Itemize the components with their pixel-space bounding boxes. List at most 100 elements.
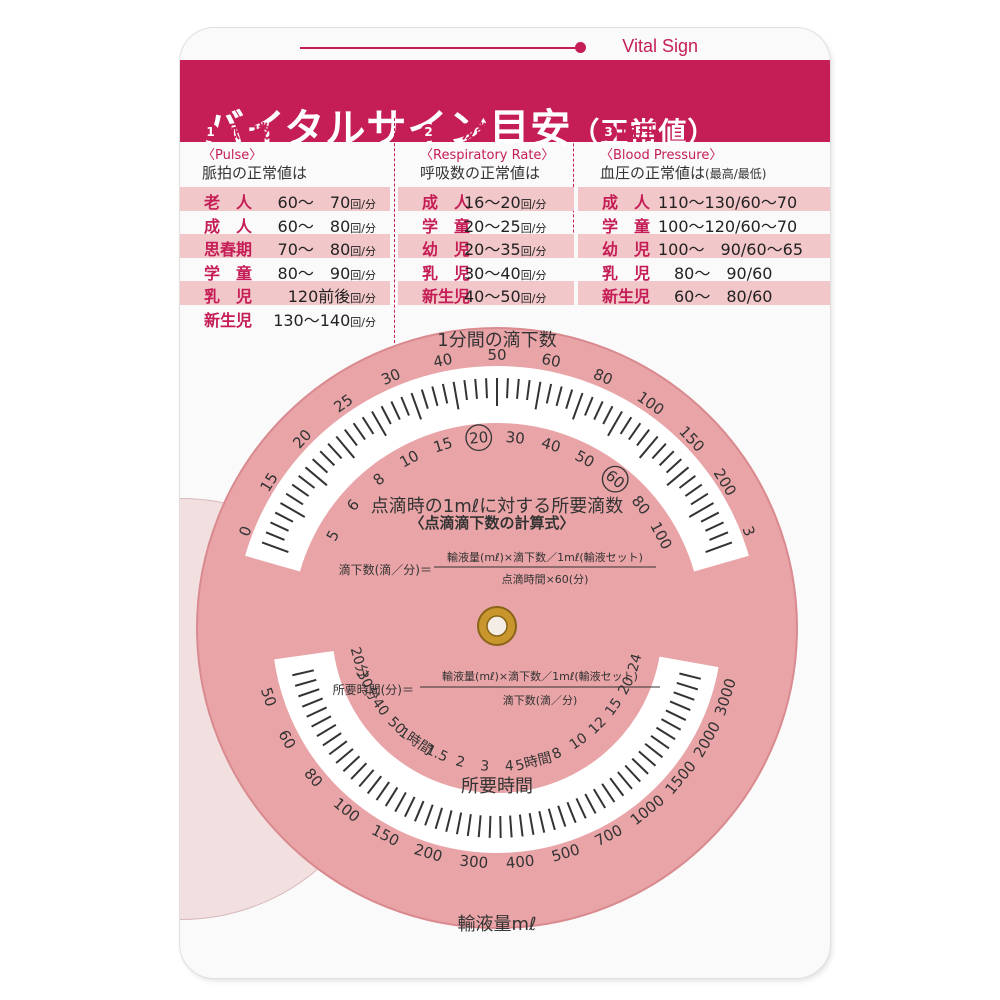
row-unit: 回/分 <box>520 245 547 258</box>
row-value: 100〜120/60〜70 <box>658 216 798 236</box>
drip-rate-tick <box>534 381 542 410</box>
row-value: 70〜 80回/分 <box>277 240 376 259</box>
drops-per-ml-label: 15 <box>431 434 455 457</box>
time-tick <box>477 815 482 838</box>
drip-rate-tick <box>584 396 594 416</box>
column-english: 〈Pulse〉 <box>202 148 263 163</box>
table-row: 学 童 100〜120/60〜70 <box>578 211 830 236</box>
table-row: 成 人 16〜20回/分 <box>398 187 574 212</box>
time-tick <box>624 764 641 783</box>
row-label: 思春期 <box>204 240 253 259</box>
time-tick <box>394 791 407 813</box>
time-tick <box>665 709 687 721</box>
pulse-column: 1 脈拍数 〈Pulse〉 脈拍の正常値は 老 人 60〜 70回/分成 人 60〜 … <box>180 118 390 358</box>
drops-per-ml-caption: 点滴時の1mℓに対する所要滴数 <box>371 496 623 517</box>
drip-rate-label: 60 <box>540 350 562 371</box>
row-label: 学 童 <box>204 263 253 283</box>
drip-rate-tick <box>700 511 720 523</box>
drip-rate-tick <box>665 458 682 474</box>
formula1-denominator: 点滴時間×60(分) <box>502 572 589 586</box>
vital-sign-rule <box>300 47 580 49</box>
reference-columns: 1 脈拍数 〈Pulse〉 脈拍の正常値は 老 人 60〜 70回/分 成 人 60〜 … <box>180 118 830 348</box>
time-caption: 所要時間 <box>461 776 533 797</box>
row-label: 成 人 <box>602 193 651 212</box>
time-tick <box>676 682 699 691</box>
drip-rate-tick <box>335 435 356 459</box>
drip-rate-tick <box>690 492 709 506</box>
drip-rate-tick <box>319 450 336 467</box>
row-unit: 回/分 <box>520 268 547 282</box>
time-tick <box>538 810 546 833</box>
volume-label: 400 <box>505 852 535 873</box>
vital-sign-label: Vital Sign <box>622 36 698 56</box>
drip-rate-tick <box>684 483 703 497</box>
respiratory-column: 2 呼吸数 〈Respiratory Rate〉 呼吸数の正常値は 成 人 16〜2… <box>398 118 574 358</box>
formula2-left: 所要時間(分)＝ <box>333 683 414 697</box>
table-row: 新生児 130〜140回/分 <box>180 305 390 330</box>
drip-rate-tick <box>361 416 375 435</box>
row-value: 16〜20回/分 <box>464 193 547 212</box>
blood-pressure-column: 3 血圧 〈Blood Pressure〉 血圧の正常値は(最高/最低) 成 人 1… <box>578 118 830 358</box>
time-tick <box>316 723 337 738</box>
drip-rate-tick <box>705 521 724 532</box>
time-tick <box>424 804 434 826</box>
time-tick <box>358 769 375 788</box>
row-label: 新生児 <box>602 287 651 306</box>
drip-rate-tick <box>431 386 439 407</box>
time-window <box>274 650 719 854</box>
drops-per-ml-label: 40 <box>539 434 563 457</box>
drip-rate-tick <box>602 405 614 425</box>
row-unit: 回/分 <box>350 292 376 305</box>
time-tick <box>557 805 567 827</box>
circle-highlight <box>601 465 629 493</box>
number-badge: 1 <box>202 124 219 141</box>
column-english: 〈Respiratory Rate〉 <box>420 148 555 163</box>
row-value: 60〜 80/60 <box>658 287 773 306</box>
time-tick <box>660 718 682 731</box>
formula-title: 〈点滴滴下数の計算式〉 <box>409 514 574 532</box>
time-tick <box>466 814 472 837</box>
time-tick <box>311 715 332 728</box>
time-tick <box>592 788 607 809</box>
time-tick <box>547 808 556 831</box>
time-label: 20 <box>615 674 637 697</box>
title-banner: バイタルサイン目安（正常値） <box>180 60 830 152</box>
drip-rate-tick <box>474 378 478 399</box>
time-tick <box>575 797 587 819</box>
row-unit: 回/分 <box>350 315 376 329</box>
column-note: 血圧の正常値は(最高/最低) <box>600 162 766 183</box>
row-value: 80〜 90回/分 <box>277 263 376 283</box>
drip-rate-tick <box>636 429 650 447</box>
column-title: 1 脈拍数 <box>202 118 276 144</box>
time-tick <box>609 777 625 797</box>
drip-rate-tick <box>526 380 531 401</box>
time-tick <box>566 801 577 824</box>
number-badge: 2 <box>420 124 437 141</box>
row-unit: 回/分 <box>350 198 376 211</box>
volume-caption: 輸液量mℓ <box>458 914 537 935</box>
table-row: 新生児 60〜 80/60 <box>578 281 830 306</box>
drip-rate-title: 1分間の滴下数 <box>437 330 556 351</box>
drip-rate-tick <box>666 466 690 487</box>
drip-rate-tick <box>709 531 729 541</box>
drip-rate-tick <box>638 435 659 459</box>
row-value: 120前後回/分 <box>287 287 376 306</box>
table-row: 乳 児 30〜40回/分 <box>398 258 574 283</box>
time-tick <box>638 750 657 767</box>
row-value: 130〜140回/分 <box>273 310 376 330</box>
note-text: 呼吸数の正常値は <box>420 164 541 182</box>
drip-rate-tick <box>352 422 366 441</box>
row-label: 乳 児 <box>602 263 651 283</box>
row-label: 老 人 <box>204 193 253 212</box>
drip-rate-tick <box>485 378 488 399</box>
table-row: 幼 児 20〜35回/分 <box>398 234 574 259</box>
row-value: 60〜 70回/分 <box>277 193 376 212</box>
time-tick <box>366 775 383 795</box>
drip-rate-tick <box>285 492 304 506</box>
time-tick <box>679 672 702 680</box>
column-note: 脈拍の正常値は <box>202 162 307 183</box>
row-value: 20〜35回/分 <box>464 240 547 259</box>
column-title-text: 血圧 <box>620 122 656 143</box>
